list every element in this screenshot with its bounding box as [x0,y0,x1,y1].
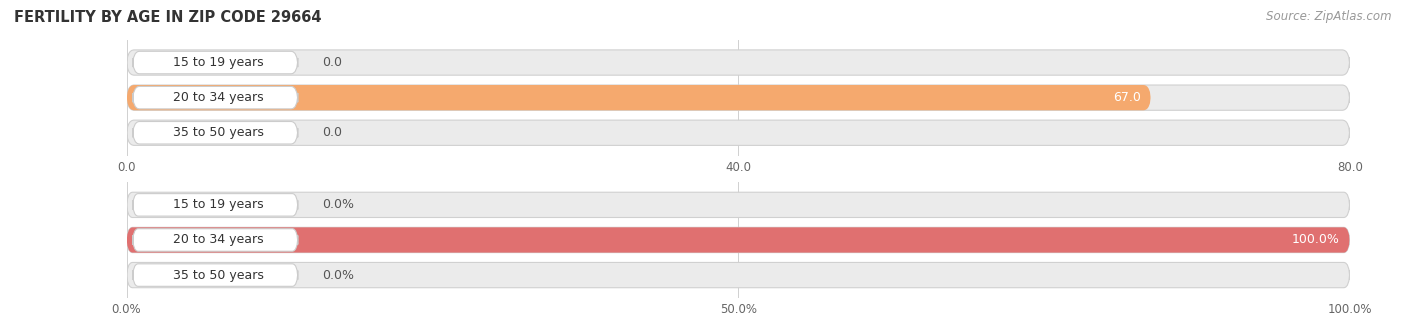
FancyBboxPatch shape [127,227,1350,253]
Text: 20 to 34 years: 20 to 34 years [173,233,263,247]
FancyBboxPatch shape [127,120,1350,145]
FancyBboxPatch shape [127,227,1350,253]
FancyBboxPatch shape [127,262,1350,288]
FancyBboxPatch shape [132,121,298,144]
Text: 100.0%: 100.0% [1292,233,1340,247]
Text: 35 to 50 years: 35 to 50 years [173,268,264,282]
Text: 15 to 19 years: 15 to 19 years [173,198,263,212]
Text: 20 to 34 years: 20 to 34 years [173,91,263,104]
Text: 0.0: 0.0 [322,126,342,139]
FancyBboxPatch shape [132,229,298,251]
Text: 67.0: 67.0 [1114,91,1142,104]
Text: Source: ZipAtlas.com: Source: ZipAtlas.com [1267,10,1392,23]
FancyBboxPatch shape [132,194,298,216]
FancyBboxPatch shape [132,264,298,286]
Text: 0.0: 0.0 [322,56,342,69]
FancyBboxPatch shape [132,51,298,74]
FancyBboxPatch shape [127,192,1350,217]
FancyBboxPatch shape [127,50,1350,75]
Text: 0.0%: 0.0% [322,198,354,212]
Text: 15 to 19 years: 15 to 19 years [173,56,263,69]
Text: 0.0%: 0.0% [322,268,354,282]
FancyBboxPatch shape [132,86,298,109]
Text: 35 to 50 years: 35 to 50 years [173,126,264,139]
FancyBboxPatch shape [127,85,1350,110]
FancyBboxPatch shape [127,85,1152,110]
Text: FERTILITY BY AGE IN ZIP CODE 29664: FERTILITY BY AGE IN ZIP CODE 29664 [14,10,322,25]
